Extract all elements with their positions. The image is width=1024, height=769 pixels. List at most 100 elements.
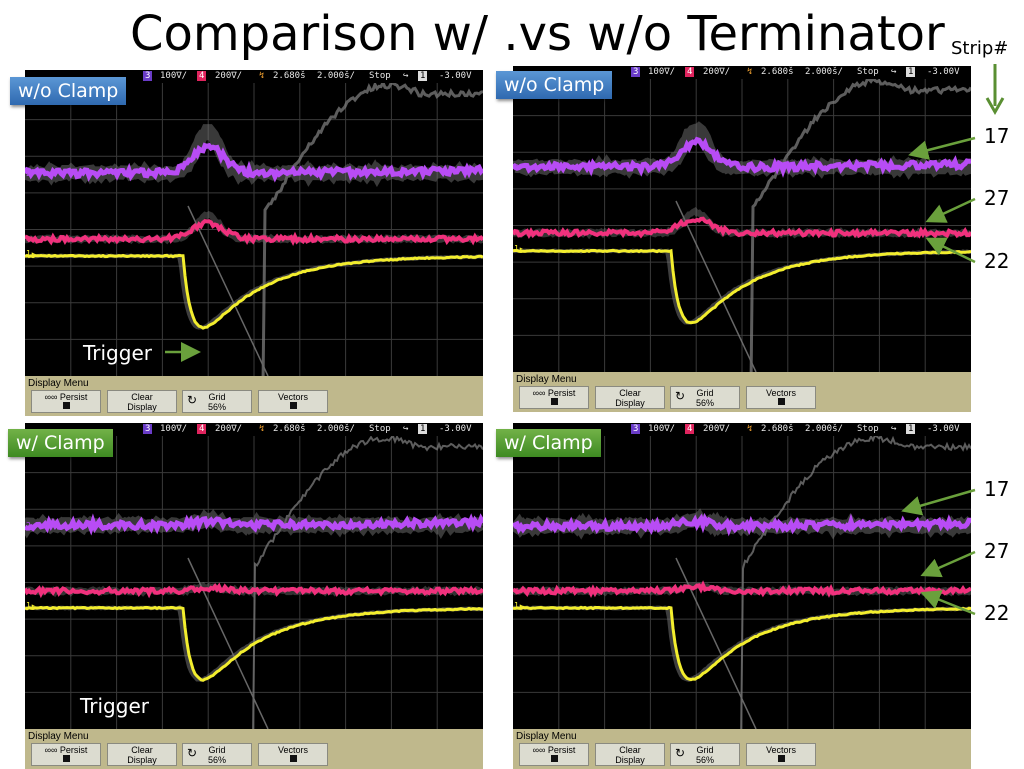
svg-text:4▸: 4▸ bbox=[26, 587, 36, 596]
trigger-edge-icon: ↪ bbox=[403, 424, 409, 434]
persist-off-indicator bbox=[62, 402, 70, 409]
trigger-channel[interactable]: 1 bbox=[906, 67, 916, 77]
delay-icon: ↯ bbox=[259, 424, 265, 434]
trace-ch4-pink bbox=[513, 580, 971, 599]
clear-display-softkey[interactable]: Clear Display bbox=[595, 743, 665, 766]
clear-display-softkey[interactable]: Clear Display bbox=[107, 390, 177, 413]
svg-text:2▸: 2▸ bbox=[26, 521, 36, 530]
trigger-label-top: Trigger bbox=[83, 341, 152, 365]
vectors-softkey[interactable]: Vectors bbox=[746, 386, 816, 409]
persist-softkey[interactable]: ∞∞ Persist bbox=[31, 390, 101, 413]
clear-label-line1: Clear bbox=[131, 392, 153, 402]
trigger-edge-icon: ↪ bbox=[403, 71, 409, 81]
display-menu-bar: Display Menu ∞∞ Persist Clear Display ↻ Gr… bbox=[513, 729, 971, 769]
trigger-channel[interactable]: 1 bbox=[418, 424, 428, 434]
rotate-knob-icon: ↻ bbox=[675, 746, 686, 760]
ch3-indicator[interactable]: 3 bbox=[143, 424, 153, 434]
svg-text:2▸: 2▸ bbox=[514, 163, 524, 172]
rotate-knob-icon: ↻ bbox=[187, 393, 198, 407]
clear-label-line1: Clear bbox=[131, 745, 153, 755]
run-state: Stop bbox=[857, 424, 879, 434]
ch4-scale: 200∇/ bbox=[703, 424, 731, 434]
persist-softkey[interactable]: ∞∞ Persist bbox=[519, 386, 589, 409]
ch4-indicator[interactable]: 4 bbox=[685, 424, 695, 434]
grid-softkey[interactable]: ↻ Grid 56% bbox=[670, 386, 740, 409]
trace-ch4-pink bbox=[513, 216, 971, 239]
delay-icon: ↯ bbox=[747, 424, 753, 434]
vectors-on-indicator bbox=[289, 402, 297, 409]
display-menu-title: Display Menu bbox=[28, 378, 89, 389]
clear-display-softkey[interactable]: Clear Display bbox=[107, 743, 177, 766]
vectors-softkey[interactable]: Vectors bbox=[746, 743, 816, 766]
trace-ch1-yellow bbox=[25, 253, 483, 330]
trigger-channel[interactable]: 1 bbox=[906, 424, 916, 434]
ch4-indicator[interactable]: 4 bbox=[685, 67, 695, 77]
ch3-indicator[interactable]: 3 bbox=[143, 71, 153, 81]
persist-softkey[interactable]: ∞∞ Persist bbox=[31, 743, 101, 766]
persist-label: ∞∞ Persist bbox=[44, 392, 88, 402]
trigger-label-bottom: Trigger bbox=[80, 694, 149, 718]
vectors-softkey[interactable]: Vectors bbox=[258, 743, 328, 766]
scope-grid bbox=[513, 79, 971, 372]
scope-display: 2▸ 4▸ 1▸ bbox=[25, 436, 483, 729]
timebase-value: 2.000š/ bbox=[317, 71, 355, 81]
ch4-indicator[interactable]: 4 bbox=[197, 424, 207, 434]
scope-display: 2▸ 4▸ 1▸ bbox=[25, 83, 483, 376]
grid-softkey[interactable]: ↻ Grid 56% bbox=[182, 743, 252, 766]
svg-text:4▸: 4▸ bbox=[514, 587, 524, 596]
scope-panel-top-right: 3 100∇/ 4 200∇/ ↯ 2.680š 2.000š/ Stop ↪ … bbox=[513, 66, 971, 412]
grid-softkey[interactable]: ↻ Grid 56% bbox=[182, 390, 252, 413]
run-state: Stop bbox=[369, 424, 391, 434]
strip-down-arrow-icon bbox=[985, 64, 1005, 116]
delay-value: 2.680š bbox=[761, 67, 794, 77]
clear-label-line1: Clear bbox=[619, 745, 641, 755]
clear-label-line2: Display bbox=[615, 755, 645, 765]
trigger-level: -3.00V bbox=[439, 424, 472, 434]
delay-icon: ↯ bbox=[259, 71, 265, 81]
delay-icon: ↯ bbox=[747, 67, 753, 77]
grid-label: Grid bbox=[696, 388, 714, 398]
grid-label: Grid bbox=[696, 745, 714, 755]
trace-ch1-yellow bbox=[25, 605, 483, 682]
ch4-scale: 200∇/ bbox=[703, 67, 731, 77]
persist-softkey[interactable]: ∞∞ Persist bbox=[519, 743, 589, 766]
grid-label: Grid bbox=[208, 392, 226, 402]
rotate-knob-icon: ↻ bbox=[675, 389, 686, 403]
ch4-indicator[interactable]: 4 bbox=[197, 71, 207, 81]
trace-ch3-purple bbox=[513, 512, 971, 537]
svg-text:1▸: 1▸ bbox=[26, 249, 36, 258]
scope-panel-bottom-left: 3 100∇/ 4 200∇/ ↯ 2.680š 2.000š/ Stop ↪ … bbox=[25, 423, 483, 769]
scope-status-bar: 3 100∇/ 4 200∇/ ↯ 2.680š 2.000š/ Stop ↪ … bbox=[513, 423, 971, 436]
strip-header: Strip# bbox=[951, 38, 1009, 59]
trace-ch3-purple bbox=[25, 513, 483, 536]
scope-status-bar: 3 100∇/ 4 200∇/ ↯ 2.680š 2.000š/ Stop ↪ … bbox=[25, 70, 483, 83]
grid-softkey[interactable]: ↻ Grid 56% bbox=[670, 743, 740, 766]
scope-panel-bottom-right: 3 100∇/ 4 200∇/ ↯ 2.680š 2.000š/ Stop ↪ … bbox=[513, 423, 971, 769]
clear-display-softkey[interactable]: Clear Display bbox=[595, 386, 665, 409]
vectors-label: Vectors bbox=[277, 745, 308, 755]
persist-label: ∞∞ Persist bbox=[532, 745, 576, 755]
run-state: Stop bbox=[857, 67, 879, 77]
strip-arrow-27-bottom bbox=[920, 550, 976, 578]
trigger-channel[interactable]: 1 bbox=[418, 71, 428, 81]
display-menu-bar: Display Menu ∞∞ Persist Clear Display ↻ Gr… bbox=[25, 376, 483, 416]
strip-number-bottom-27: 27 bbox=[984, 539, 1010, 563]
grid-value: 56% bbox=[207, 755, 226, 765]
strip-arrow-27-top bbox=[925, 197, 976, 223]
scope-panel-top-left: 3 100∇/ 4 200∇/ ↯ 2.680š 2.000š/ Stop ↪ … bbox=[25, 70, 483, 416]
strip-arrow-22-top bbox=[925, 237, 976, 264]
display-menu-title: Display Menu bbox=[28, 731, 89, 742]
vectors-softkey[interactable]: Vectors bbox=[258, 390, 328, 413]
grid-label: Grid bbox=[208, 745, 226, 755]
vectors-on-indicator bbox=[777, 398, 785, 405]
persist-label: ∞∞ Persist bbox=[44, 745, 88, 755]
rotate-knob-icon: ↻ bbox=[187, 746, 198, 760]
display-menu-title: Display Menu bbox=[516, 731, 577, 742]
ch3-indicator[interactable]: 3 bbox=[631, 67, 641, 77]
trigger-edge-icon: ↪ bbox=[891, 424, 897, 434]
ch3-indicator[interactable]: 3 bbox=[631, 424, 641, 434]
clear-label-line2: Display bbox=[127, 402, 157, 412]
scope-status-bar: 3 100∇/ 4 200∇/ ↯ 2.680š 2.000š/ Stop ↪ … bbox=[25, 423, 483, 436]
channel-ground-markers: 2▸ 4▸ 1▸ bbox=[26, 169, 36, 258]
delay-value: 2.680š bbox=[273, 424, 306, 434]
